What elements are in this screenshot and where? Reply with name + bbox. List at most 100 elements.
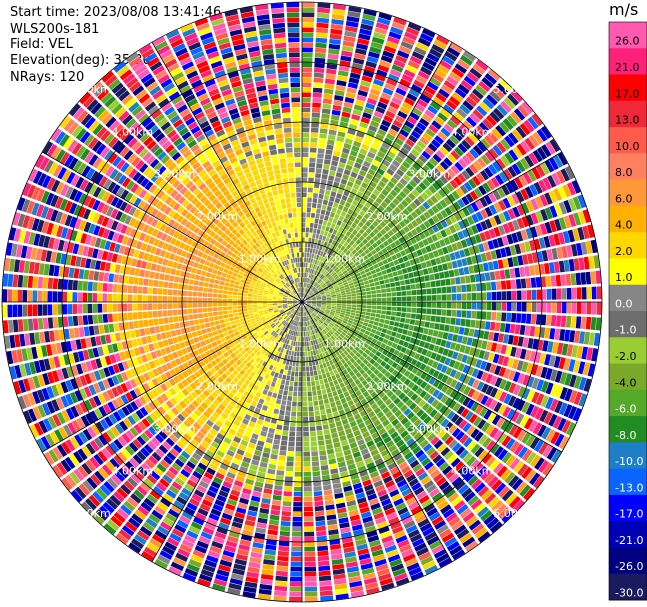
gate-cell [425, 161, 435, 170]
gate-cell [397, 203, 405, 211]
gate-cell [310, 137, 318, 143]
gate-cell [466, 425, 476, 436]
gate-cell [395, 252, 402, 259]
gate-cell [124, 445, 135, 456]
gate-cell [315, 420, 322, 426]
gate-cell [336, 305, 342, 308]
gate-cell [507, 257, 514, 268]
gate-cell [397, 133, 407, 142]
gate-cell [303, 287, 305, 293]
gate-cell [312, 288, 317, 292]
gate-cell [250, 337, 256, 343]
gate-cell [43, 418, 53, 432]
gate-cell [155, 419, 165, 429]
gate-cell [346, 354, 352, 360]
gate-cell [532, 422, 543, 435]
gate-cell [404, 451, 414, 461]
gate-cell [306, 303, 312, 305]
gate-cell [265, 437, 273, 444]
gate-cell [348, 337, 355, 343]
gate-cell [426, 198, 435, 207]
gate-cell [290, 561, 302, 567]
gate-cell [438, 88, 450, 99]
gate-cell [207, 332, 214, 338]
gate-cell [156, 366, 164, 375]
gate-cell [93, 453, 104, 466]
gate-cell [389, 466, 400, 475]
gate-cell [143, 478, 155, 489]
gate-cell [331, 272, 337, 277]
gate-cell [197, 376, 205, 384]
gate-cell [299, 306, 301, 312]
gate-cell [364, 457, 374, 465]
gate-cell [349, 351, 355, 357]
gate-cell [341, 338, 347, 344]
gate-cell [196, 484, 207, 494]
gate-cell [236, 373, 243, 380]
gate-cell [164, 541, 178, 552]
gate-cell [295, 451, 302, 457]
gate-cell [528, 152, 539, 165]
gate-cell [304, 326, 307, 332]
gate-cell [573, 360, 581, 374]
gate-cell [322, 373, 327, 379]
gate-cell [308, 268, 311, 273]
gate-cell [337, 318, 343, 322]
gate-cell [501, 291, 507, 301]
gate-cell [410, 284, 416, 290]
gate-cell [316, 297, 322, 300]
gate-cell [314, 282, 319, 288]
gate-cell [285, 410, 291, 416]
gate-cell [302, 227, 306, 233]
gate-cell [383, 137, 393, 146]
gate-cell [217, 329, 223, 335]
gate-cell [319, 455, 327, 461]
gate-cell [585, 316, 592, 330]
gate-cell [331, 364, 336, 370]
gate-cell [346, 296, 352, 300]
gate-cell [400, 430, 409, 439]
gate-cell [319, 133, 327, 139]
gate-cell [544, 353, 552, 366]
gate-cell [371, 259, 378, 266]
gate-cell [275, 570, 288, 577]
gate-cell [353, 104, 364, 112]
gate-cell [324, 320, 329, 325]
gate-cell [323, 164, 330, 170]
gate-cell [381, 297, 387, 302]
gate-cell [409, 278, 416, 284]
gate-cell [325, 345, 330, 351]
gate-cell [408, 166, 418, 175]
gate-cell [522, 172, 533, 185]
gate-cell [554, 370, 563, 383]
gate-cell [304, 556, 316, 562]
gate-cell [369, 282, 375, 287]
gate-cell [391, 377, 399, 385]
gate-cell [532, 149, 543, 163]
gate-cell [327, 343, 332, 350]
gate-cell [332, 218, 338, 225]
gate-cell [249, 556, 262, 564]
gate-cell [399, 511, 411, 520]
gate-cell [303, 326, 306, 332]
gate-cell [431, 120, 442, 130]
gate-cell [525, 278, 532, 289]
gate-cell [314, 344, 318, 350]
gate-cell [327, 283, 332, 287]
gate-cell [334, 224, 340, 231]
gate-cell [466, 337, 473, 346]
gate-cell [284, 476, 293, 482]
gate-cell [424, 85, 436, 96]
gate-cell [422, 164, 432, 174]
gate-cell [553, 154, 564, 168]
gate-cell [476, 157, 487, 169]
gate-cell [328, 227, 334, 234]
gate-cell [503, 380, 512, 392]
gate-cell [51, 384, 60, 397]
gate-cell [389, 101, 400, 110]
gate-cell [218, 343, 225, 350]
gate-cell [323, 215, 329, 221]
gate-cell [238, 387, 245, 394]
gate-cell [319, 450, 327, 456]
gate-cell [302, 247, 305, 253]
